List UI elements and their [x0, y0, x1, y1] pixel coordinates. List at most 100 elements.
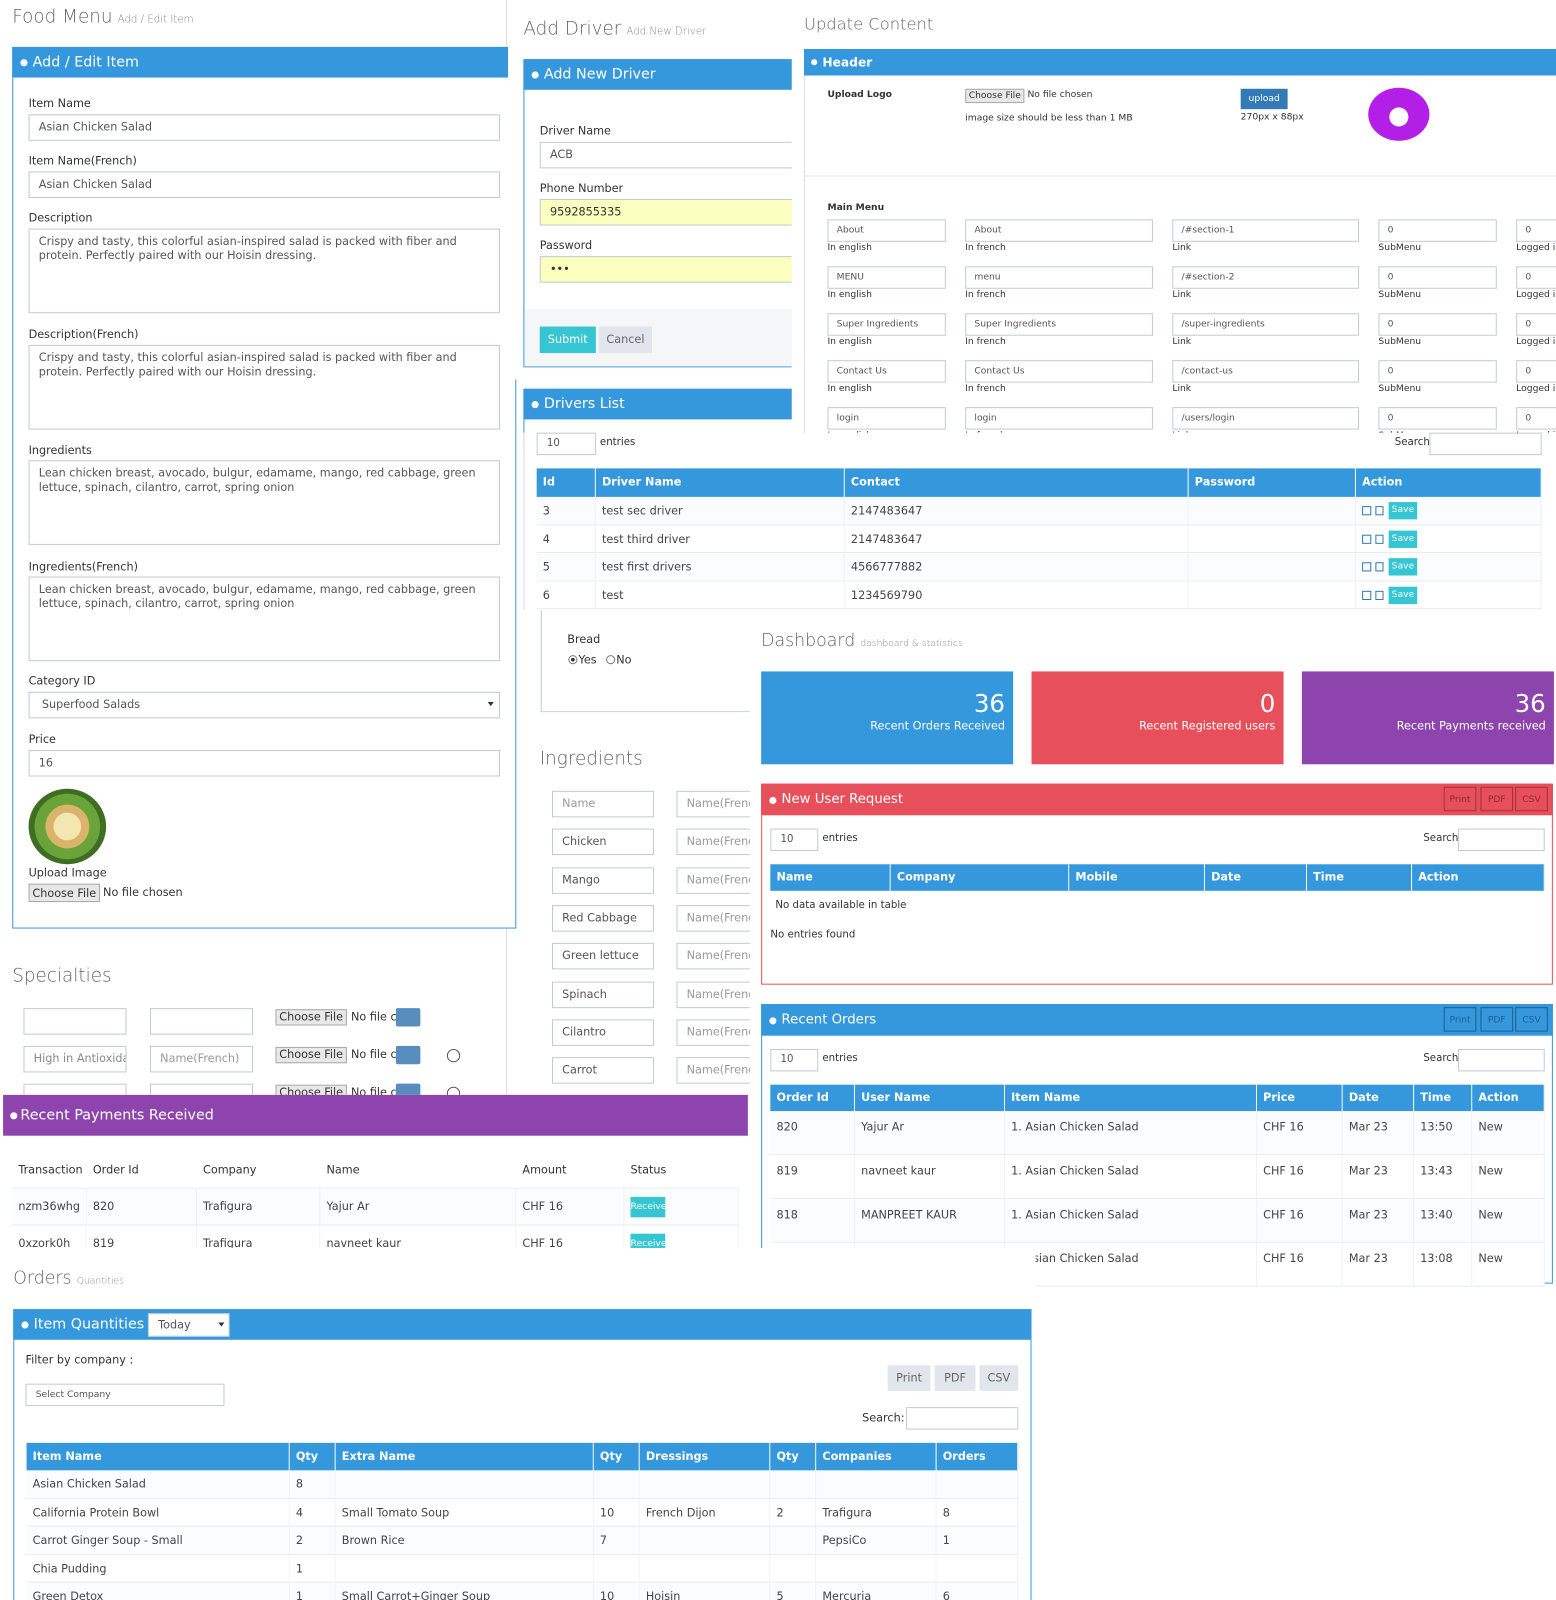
- table-cell: [335, 1470, 594, 1499]
- text-input[interactable]: Spinach: [551, 981, 655, 1008]
- text-input[interactable]: Crispy and tasty, this colorful asian-in…: [28, 228, 500, 314]
- edit-icon: [1362, 590, 1372, 600]
- text-input[interactable]: Mango: [551, 866, 655, 894]
- button[interactable]: Cancel: [598, 326, 652, 354]
- text-input[interactable]: 10: [770, 828, 819, 852]
- panel-title: Add / Edit Item: [32, 54, 139, 71]
- button[interactable]: Print: [1443, 1007, 1477, 1032]
- button[interactable]: Submit: [539, 326, 596, 354]
- button[interactable]: Choose File: [965, 88, 1025, 104]
- text-input[interactable]: /contact-us: [1172, 360, 1360, 383]
- button[interactable]: Choose File: [28, 883, 100, 903]
- table-cell: [770, 1470, 817, 1499]
- button[interactable]: Choose File: [275, 1009, 347, 1026]
- text-input[interactable]: Name(French): [149, 1045, 254, 1073]
- button[interactable]: PDF: [1480, 786, 1514, 812]
- text-input[interactable]: Carrot: [551, 1057, 655, 1084]
- text-input[interactable]: Super Ingredients: [965, 313, 1153, 336]
- text-input[interactable]: 0: [1378, 219, 1497, 242]
- text-input[interactable]: Lean chicken breast, avocado, bulgur, ed…: [28, 576, 500, 662]
- field-label: Password: [539, 238, 593, 253]
- button[interactable]: PDF: [1480, 1007, 1514, 1032]
- text-input[interactable]: Contact Us: [965, 360, 1153, 383]
- text-input[interactable]: Chicken: [551, 828, 655, 856]
- text-input[interactable]: Asian Chicken Salad: [28, 171, 500, 198]
- text-input[interactable]: 0: [1516, 266, 1556, 289]
- button[interactable]: Print: [887, 1365, 931, 1391]
- table-header-cell: Company: [196, 1152, 321, 1189]
- text-input[interactable]: Red Cabbage: [551, 904, 655, 932]
- text-input[interactable]: [149, 1008, 254, 1035]
- text-input[interactable]: Select Company: [25, 1383, 225, 1407]
- text-input[interactable]: [1458, 828, 1545, 852]
- button[interactable]: Save: [1388, 530, 1418, 548]
- text-input[interactable]: Lean chicken breast, avocado, bulgur, ed…: [28, 460, 500, 545]
- text-input[interactable]: Asian Chicken Salad: [28, 114, 500, 141]
- text-input[interactable]: 0: [1516, 407, 1556, 430]
- text-input[interactable]: 9592855335: [539, 198, 804, 226]
- text-input[interactable]: Name(French): [676, 828, 759, 856]
- text-input[interactable]: 0: [1516, 219, 1556, 242]
- text-input[interactable]: [1458, 1048, 1545, 1072]
- panel-icon: [769, 796, 777, 804]
- stat-value: 0: [1259, 689, 1276, 719]
- button[interactable]: Save: [1388, 586, 1418, 604]
- text-input[interactable]: 0: [1378, 407, 1497, 430]
- text-input[interactable]: [23, 1008, 127, 1035]
- text-input[interactable]: Contact Us: [827, 360, 946, 383]
- select-caret: [487, 702, 494, 707]
- button[interactable]: CSV: [1515, 786, 1548, 812]
- button[interactable]: Choose File: [275, 1046, 347, 1064]
- text-input[interactable]: 0: [1378, 360, 1497, 383]
- text-input[interactable]: 0: [1378, 266, 1497, 289]
- text-input[interactable]: MENU: [827, 266, 946, 289]
- text-input[interactable]: Name(French): [676, 904, 759, 932]
- text-input[interactable]: About: [965, 219, 1153, 242]
- text-input[interactable]: [906, 1407, 1019, 1430]
- text-input[interactable]: 0: [1516, 360, 1556, 383]
- text-input[interactable]: High in Antioxida: [23, 1045, 127, 1073]
- title-text: Dashboard: [761, 630, 856, 652]
- text-input[interactable]: /#section-1: [1172, 219, 1360, 242]
- button[interactable]: upload: [1240, 88, 1288, 110]
- table-cell: [593, 1554, 640, 1583]
- text-input[interactable]: Name(French): [676, 943, 759, 970]
- text-input[interactable]: Today: [147, 1313, 230, 1337]
- button[interactable]: Save: [1388, 558, 1418, 576]
- text-input[interactable]: 0: [1516, 313, 1556, 336]
- table-cell: Green Detox: [26, 1582, 290, 1600]
- text-input[interactable]: Green lettuce: [551, 943, 655, 970]
- text-input[interactable]: 16: [28, 749, 500, 777]
- text-input[interactable]: [1429, 432, 1542, 456]
- text-input[interactable]: ACB: [539, 141, 804, 169]
- text-input[interactable]: 0: [1378, 313, 1497, 336]
- text-input[interactable]: 10: [536, 432, 596, 456]
- text-input[interactable]: login: [827, 407, 946, 430]
- text-input[interactable]: Super Ingredients: [827, 313, 946, 336]
- text-input[interactable]: •••: [539, 256, 804, 283]
- text-input[interactable]: Cilantro: [551, 1019, 655, 1046]
- text-input[interactable]: Name(French): [676, 1057, 759, 1084]
- field-hint: Link: [1172, 289, 1192, 300]
- text-input[interactable]: Name(French): [676, 981, 759, 1008]
- button[interactable]: CSV: [1515, 1007, 1548, 1032]
- text-input[interactable]: Name(French): [676, 866, 759, 894]
- text-input[interactable]: Crispy and tasty, this colorful asian-in…: [28, 344, 500, 430]
- button[interactable]: Received: [630, 1196, 666, 1218]
- text-input[interactable]: Name(French): [676, 1019, 759, 1046]
- text-input[interactable]: /super-ingredients: [1172, 313, 1360, 336]
- text-input[interactable]: /#section-2: [1172, 266, 1360, 289]
- text-input[interactable]: 10: [770, 1048, 819, 1072]
- table-cell: 1. Asian Chicken Salad: [1004, 1111, 1258, 1156]
- text-input[interactable]: Name(French): [676, 790, 759, 818]
- text-input[interactable]: login: [965, 407, 1153, 430]
- text-input[interactable]: menu: [965, 266, 1153, 289]
- text-input[interactable]: Superfood Salads: [28, 691, 500, 719]
- button[interactable]: CSV: [979, 1365, 1019, 1391]
- text-input[interactable]: About: [827, 219, 946, 242]
- text-input[interactable]: /users/login: [1172, 407, 1360, 430]
- button[interactable]: PDF: [934, 1365, 976, 1391]
- button[interactable]: Save: [1388, 502, 1418, 520]
- button[interactable]: Print: [1443, 786, 1477, 812]
- text-input[interactable]: Name: [551, 790, 655, 818]
